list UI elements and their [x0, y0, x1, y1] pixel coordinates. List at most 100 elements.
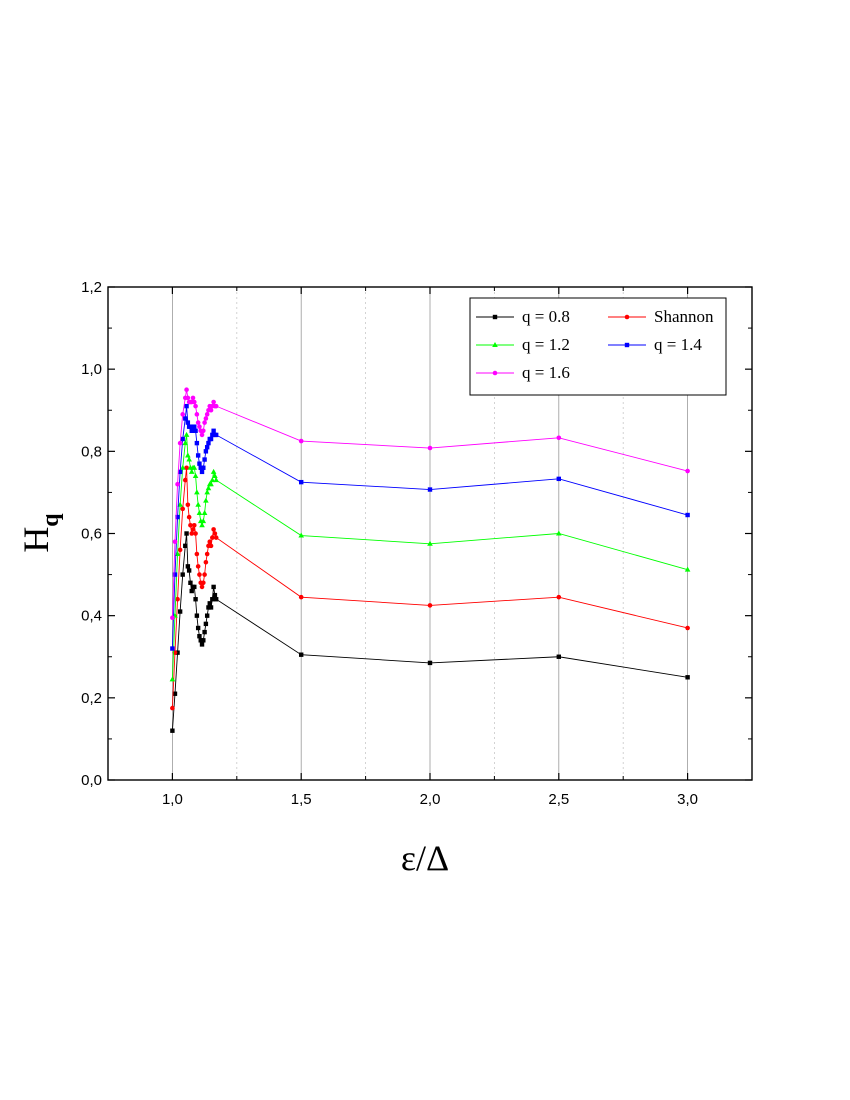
data-point: [213, 477, 219, 483]
data-point: [684, 566, 691, 572]
data-point: [201, 509, 208, 515]
data-point: [170, 646, 175, 651]
data-point: [177, 609, 183, 614]
data-point: [208, 436, 214, 442]
data-point: [201, 638, 206, 643]
data-point: [183, 416, 188, 421]
data-point: [175, 514, 180, 520]
data-point: [185, 564, 191, 569]
legend-marker: [492, 370, 498, 376]
data-point: [169, 676, 176, 682]
x-tick-label: 2,0: [420, 791, 441, 808]
data-point: [190, 527, 196, 532]
data-point: [170, 728, 175, 733]
data-point: [556, 594, 562, 600]
data-point: [184, 387, 189, 393]
data-point: [189, 588, 194, 594]
data-point: [213, 535, 219, 540]
data-point: [185, 452, 191, 458]
data-point: [177, 547, 183, 553]
data-point: [207, 539, 213, 545]
data-point: [197, 634, 202, 639]
data-point: [185, 502, 191, 508]
data-point: [204, 489, 210, 495]
data-point: [186, 456, 192, 462]
data-point: [208, 543, 214, 549]
y-tick-label: 0,0: [81, 772, 102, 789]
data-point: [211, 584, 216, 590]
data-point: [685, 512, 690, 518]
data-point: [556, 530, 562, 536]
data-point: [192, 424, 197, 429]
data-point: [170, 615, 175, 621]
legend-marker: [624, 342, 630, 348]
data-point: [189, 531, 195, 536]
data-point: [298, 438, 304, 444]
data-point: [210, 535, 215, 540]
data-point: [210, 432, 215, 438]
data-point: [208, 605, 214, 610]
data-point: [685, 675, 690, 680]
data-point: [556, 435, 562, 441]
data-point: [200, 518, 207, 524]
data-point: [188, 580, 193, 585]
x-tick-label: 1,0: [162, 791, 183, 808]
data-point: [192, 584, 197, 590]
data-point: [199, 584, 205, 590]
data-point: [198, 465, 203, 470]
legend: q = 0.8 Shannon q = 1.2 q = 1.4 q = 1.6: [469, 297, 727, 396]
data-point: [172, 572, 178, 577]
data-point: [192, 472, 199, 478]
data-point: [191, 464, 198, 470]
data-point: [204, 412, 210, 417]
data-point: [206, 605, 211, 610]
data-point: [183, 543, 188, 549]
x-tick-label: 2,5: [548, 791, 569, 808]
data-point: [180, 572, 185, 577]
x-tick-label: 1,5: [291, 791, 312, 808]
data-point: [195, 625, 201, 631]
data-point: [180, 436, 185, 442]
data-point: [199, 432, 205, 438]
y-tick-label: 1,2: [81, 279, 102, 296]
data-point: [194, 412, 200, 417]
data-point: [188, 424, 193, 429]
data-point: [175, 596, 180, 602]
data-point: [188, 468, 195, 474]
series-line: [171, 434, 688, 680]
data-point: [184, 403, 189, 409]
data-point: [194, 551, 200, 557]
data-point: [188, 522, 193, 528]
data-point: [202, 420, 207, 425]
data-point: [194, 613, 200, 618]
data-point: [202, 629, 207, 635]
y-tick-label: 0,4: [81, 608, 102, 625]
data-point: [185, 420, 191, 425]
data-point: [195, 564, 201, 569]
series-4: [170, 387, 690, 621]
data-point: [186, 568, 192, 573]
data-point: [298, 594, 304, 600]
data-point: [193, 428, 198, 433]
series-1: [170, 465, 690, 711]
data-point: [211, 399, 216, 405]
x-tick-label: 3,0: [677, 791, 698, 808]
data-point: [212, 531, 218, 536]
data-point: [212, 592, 218, 598]
data-point: [184, 465, 189, 471]
data-point: [185, 395, 191, 401]
y-tick-label: 0,6: [81, 526, 102, 543]
data-point: [299, 479, 304, 485]
legend-marker: [624, 314, 630, 320]
data-point: [177, 501, 183, 507]
y-axis-title-sub: q: [38, 513, 64, 527]
series-2: [169, 431, 691, 682]
data-point: [427, 445, 433, 451]
data-point: [213, 597, 219, 602]
data-point: [196, 509, 203, 515]
data-point: [205, 485, 212, 491]
data-point: [194, 440, 200, 446]
data-point: [211, 428, 216, 433]
data-point: [685, 468, 690, 474]
data-point: [207, 601, 212, 606]
